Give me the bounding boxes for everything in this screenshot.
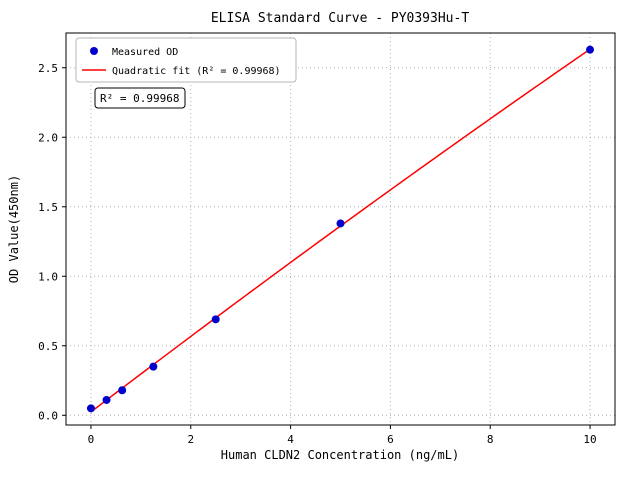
svg-text:6: 6 [387, 433, 394, 446]
r-squared-annotation: R² = 0.99968 [94, 87, 186, 109]
data-point [586, 45, 595, 54]
svg-text:4: 4 [287, 433, 294, 446]
data-point [149, 362, 158, 371]
svg-text:10: 10 [583, 433, 596, 446]
x-axis-label: Human CLDN2 Concentration (ng/mL) [221, 448, 459, 462]
svg-text:1.5: 1.5 [38, 201, 58, 214]
legend-box [75, 37, 297, 83]
axis-tick-labels: 0 2 4 6 8 10 0.0 0.5 1.0 1.5 2.0 2.5 [38, 62, 597, 446]
svg-text:0: 0 [88, 433, 95, 446]
svg-text:1.0: 1.0 [38, 270, 58, 283]
annotation-text: R² = 0.99968 [100, 92, 179, 105]
svg-text:2.5: 2.5 [38, 62, 58, 75]
plot-border [65, 32, 616, 426]
data-point [102, 395, 111, 404]
grid-lines [66, 33, 615, 425]
data-point [86, 404, 95, 413]
legend-label-quadratic-fit: Quadratic fit (R² = 0.99968) [112, 66, 281, 77]
svg-text:2: 2 [187, 433, 194, 446]
legend-measured-od-marker-icon [90, 47, 98, 55]
legend: Measured OD Quadratic fit (R² = 0.99968) [75, 37, 297, 83]
data-point [211, 315, 220, 324]
legend-label-measured-od: Measured OD [112, 47, 178, 58]
svg-text:0.5: 0.5 [38, 340, 58, 353]
y-axis-label: OD Value(450nm) [7, 175, 21, 283]
data-point [118, 386, 127, 395]
svg-text:8: 8 [487, 433, 494, 446]
svg-text:2.0: 2.0 [38, 131, 58, 144]
data-point [336, 219, 345, 228]
annotation-box [94, 87, 186, 109]
axis-ticks [62, 67, 591, 429]
chart-title: ELISA Standard Curve - PY0393Hu-T [211, 11, 469, 26]
measured-od-points [86, 45, 595, 413]
svg-text:0.0: 0.0 [38, 409, 58, 422]
